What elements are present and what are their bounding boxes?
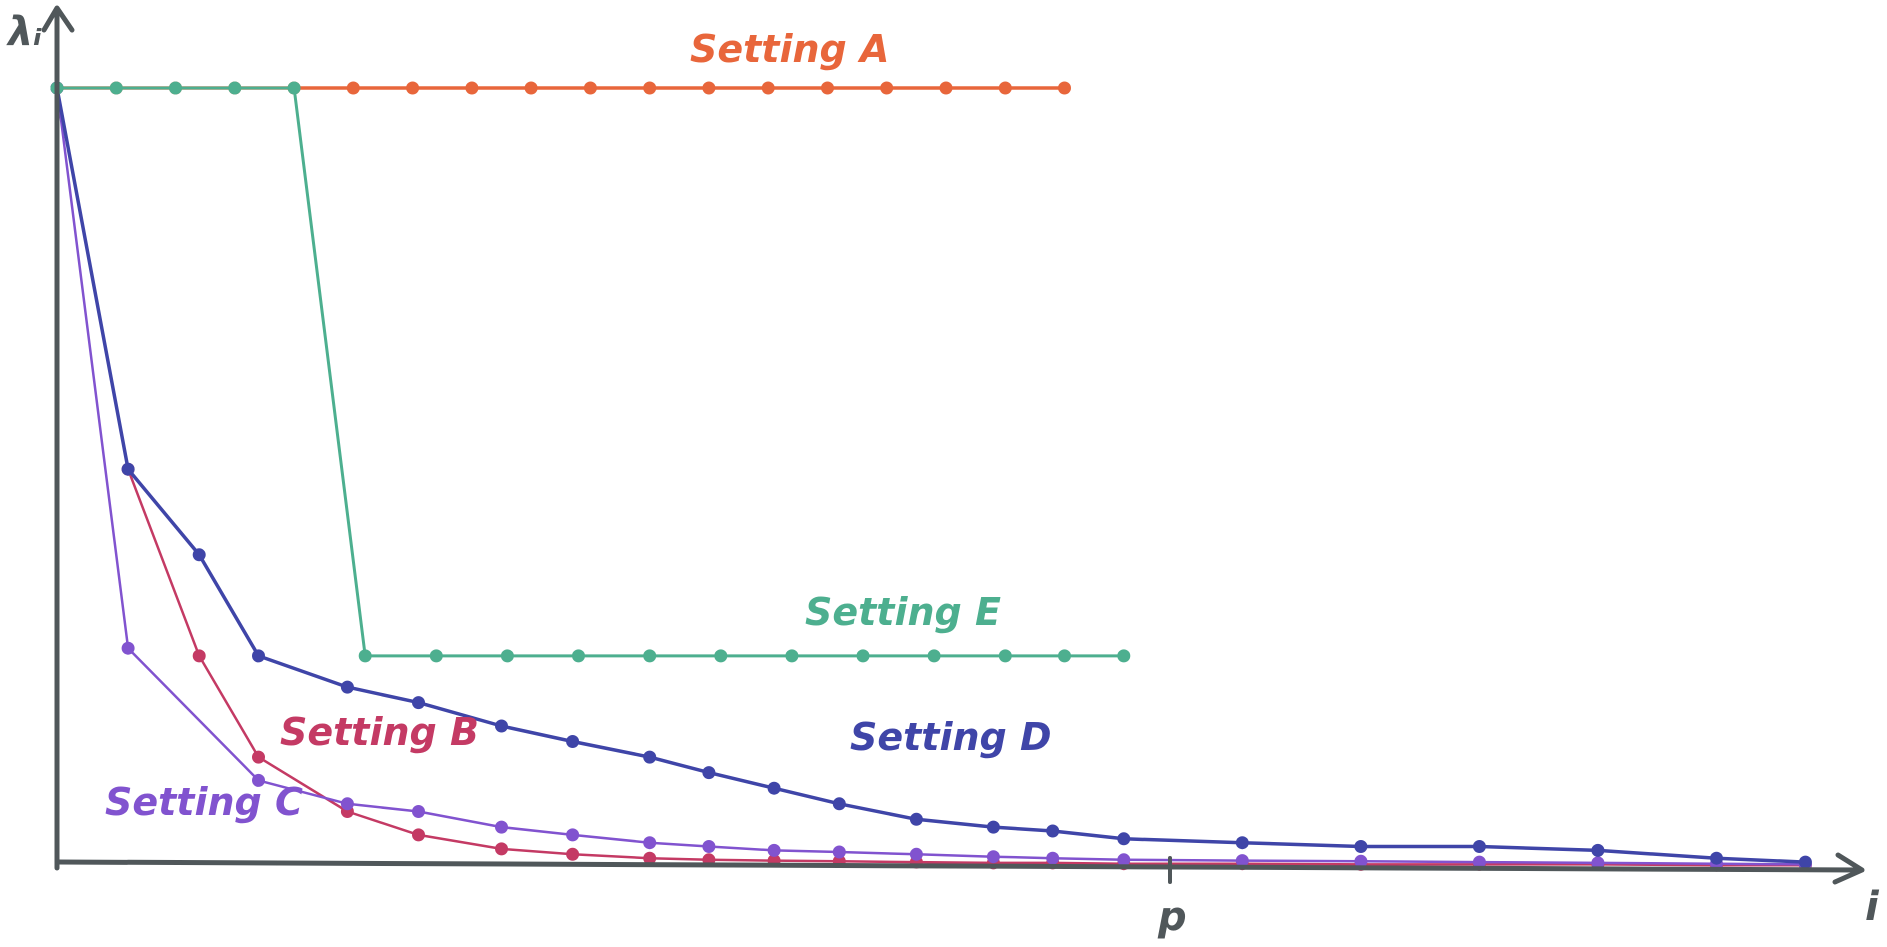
data-point-setting-e-12: [856, 649, 870, 663]
data-point-setting-a-11: [702, 81, 716, 95]
legend-label-setting-d: Setting D: [850, 715, 1052, 759]
data-point-setting-b-8: [643, 851, 657, 865]
data-point-setting-d-20: [1710, 851, 1723, 865]
data-point-setting-a-5: [346, 81, 360, 95]
data-point-setting-c-12: [986, 850, 1000, 864]
p-tick-label: p: [1157, 894, 1187, 940]
data-point-setting-a-13: [821, 81, 834, 95]
legend-label-setting-c: Setting C: [105, 780, 303, 824]
data-point-setting-e-13: [927, 649, 941, 663]
data-point-setting-a-7: [465, 81, 479, 95]
legend-label-setting-a: Setting A: [690, 27, 889, 71]
data-point-setting-e-4: [287, 81, 301, 95]
data-point-setting-c-3: [340, 797, 354, 811]
series-line-setting-d: [55, 86, 1808, 864]
data-point-setting-d-18: [1472, 840, 1486, 853]
data-point-setting-c-15: [1235, 854, 1249, 868]
data-point-setting-a-9: [583, 81, 597, 95]
data-point-setting-c-17: [1472, 855, 1486, 869]
data-point-setting-c-6: [566, 828, 580, 842]
data-point-setting-e-6: [429, 649, 443, 663]
series-line-setting-b: [55, 86, 1807, 867]
data-point-setting-d-19: [1591, 843, 1605, 857]
series-setting-d: [50, 81, 1812, 869]
x-axis-arrowhead: [1832, 852, 1865, 885]
data-point-setting-b-7: [566, 847, 580, 861]
data-point-setting-a-10: [643, 81, 657, 95]
x-axis-line: [54, 859, 1863, 873]
data-point-setting-e-8: [572, 649, 585, 663]
data-point-setting-a-12: [761, 81, 775, 95]
data-point-setting-d-9: [702, 766, 716, 780]
data-point-setting-e-1: [109, 81, 123, 95]
data-point-setting-d-7: [566, 735, 580, 748]
data-point-setting-d-15: [1117, 832, 1131, 846]
data-point-setting-d-14: [1046, 824, 1060, 838]
data-point-setting-c-5: [495, 820, 508, 834]
data-point-setting-c-2: [252, 773, 265, 787]
data-point-setting-c-1: [121, 641, 135, 655]
series-labels: Setting A Setting B Setting C Setting D …: [105, 27, 1052, 824]
series-layer: [50, 81, 1812, 872]
data-point-setting-d-17: [1354, 840, 1368, 853]
data-point-setting-d-12: [909, 812, 923, 826]
data-point-setting-d-3: [252, 649, 265, 663]
data-point-setting-e-3: [228, 81, 242, 95]
data-point-setting-c-18: [1591, 856, 1605, 870]
data-point-setting-e-5: [358, 649, 372, 663]
data-point-setting-d-11: [832, 797, 846, 811]
data-point-setting-b-3: [252, 750, 265, 764]
data-point-setting-c-13: [1046, 851, 1060, 865]
y-axis-arrowhead: [41, 5, 75, 33]
data-point-setting-e-15: [1058, 649, 1071, 663]
data-point-setting-e-11: [785, 649, 799, 663]
data-point-setting-a-17: [1058, 81, 1071, 95]
data-point-setting-d-16: [1235, 836, 1249, 850]
data-point-setting-e-16: [1117, 649, 1131, 663]
data-point-setting-a-14: [880, 81, 894, 95]
data-point-setting-d-4: [340, 680, 354, 694]
x-axis-label: i: [1865, 884, 1880, 930]
data-point-setting-a-8: [524, 81, 538, 95]
data-point-setting-b-6: [495, 842, 508, 856]
data-point-setting-c-9: [767, 843, 781, 857]
data-point-setting-c-16: [1354, 854, 1368, 868]
data-point-setting-c-7: [643, 836, 657, 850]
data-point-setting-e-9: [643, 649, 657, 663]
data-point-setting-d-5: [412, 696, 425, 710]
data-point-setting-d-2: [192, 548, 206, 562]
data-point-setting-a-15: [939, 81, 953, 95]
legend-label-setting-e: Setting E: [805, 590, 1001, 634]
legend-label-setting-b: Setting B: [280, 710, 479, 754]
data-point-setting-d-13: [986, 820, 1000, 834]
data-point-setting-d-8: [643, 750, 657, 764]
data-point-setting-e-7: [500, 649, 514, 663]
data-point-setting-a-6: [406, 81, 420, 95]
data-point-setting-c-10: [832, 845, 846, 859]
data-point-setting-e-14: [998, 649, 1012, 663]
data-point-setting-d-1: [121, 462, 135, 476]
data-point-setting-d-6: [495, 719, 508, 733]
data-point-setting-d-10: [767, 781, 781, 795]
data-point-setting-b-5: [412, 828, 425, 842]
data-point-setting-a-16: [998, 81, 1012, 95]
axes: λᵢ i p: [6, 5, 1880, 940]
series-line-setting-e: [55, 86, 1126, 658]
data-point-setting-c-4: [412, 805, 425, 818]
data-point-setting-c-14: [1117, 853, 1131, 867]
data-point-setting-e-2: [169, 81, 182, 95]
data-point-setting-c-8: [702, 840, 716, 853]
y-axis-label: λᵢ: [6, 9, 42, 55]
data-point-setting-b-2: [192, 649, 206, 663]
data-point-setting-d-21: [1798, 855, 1812, 869]
data-point-setting-e-10: [714, 649, 728, 663]
data-point-setting-c-11: [909, 847, 923, 861]
